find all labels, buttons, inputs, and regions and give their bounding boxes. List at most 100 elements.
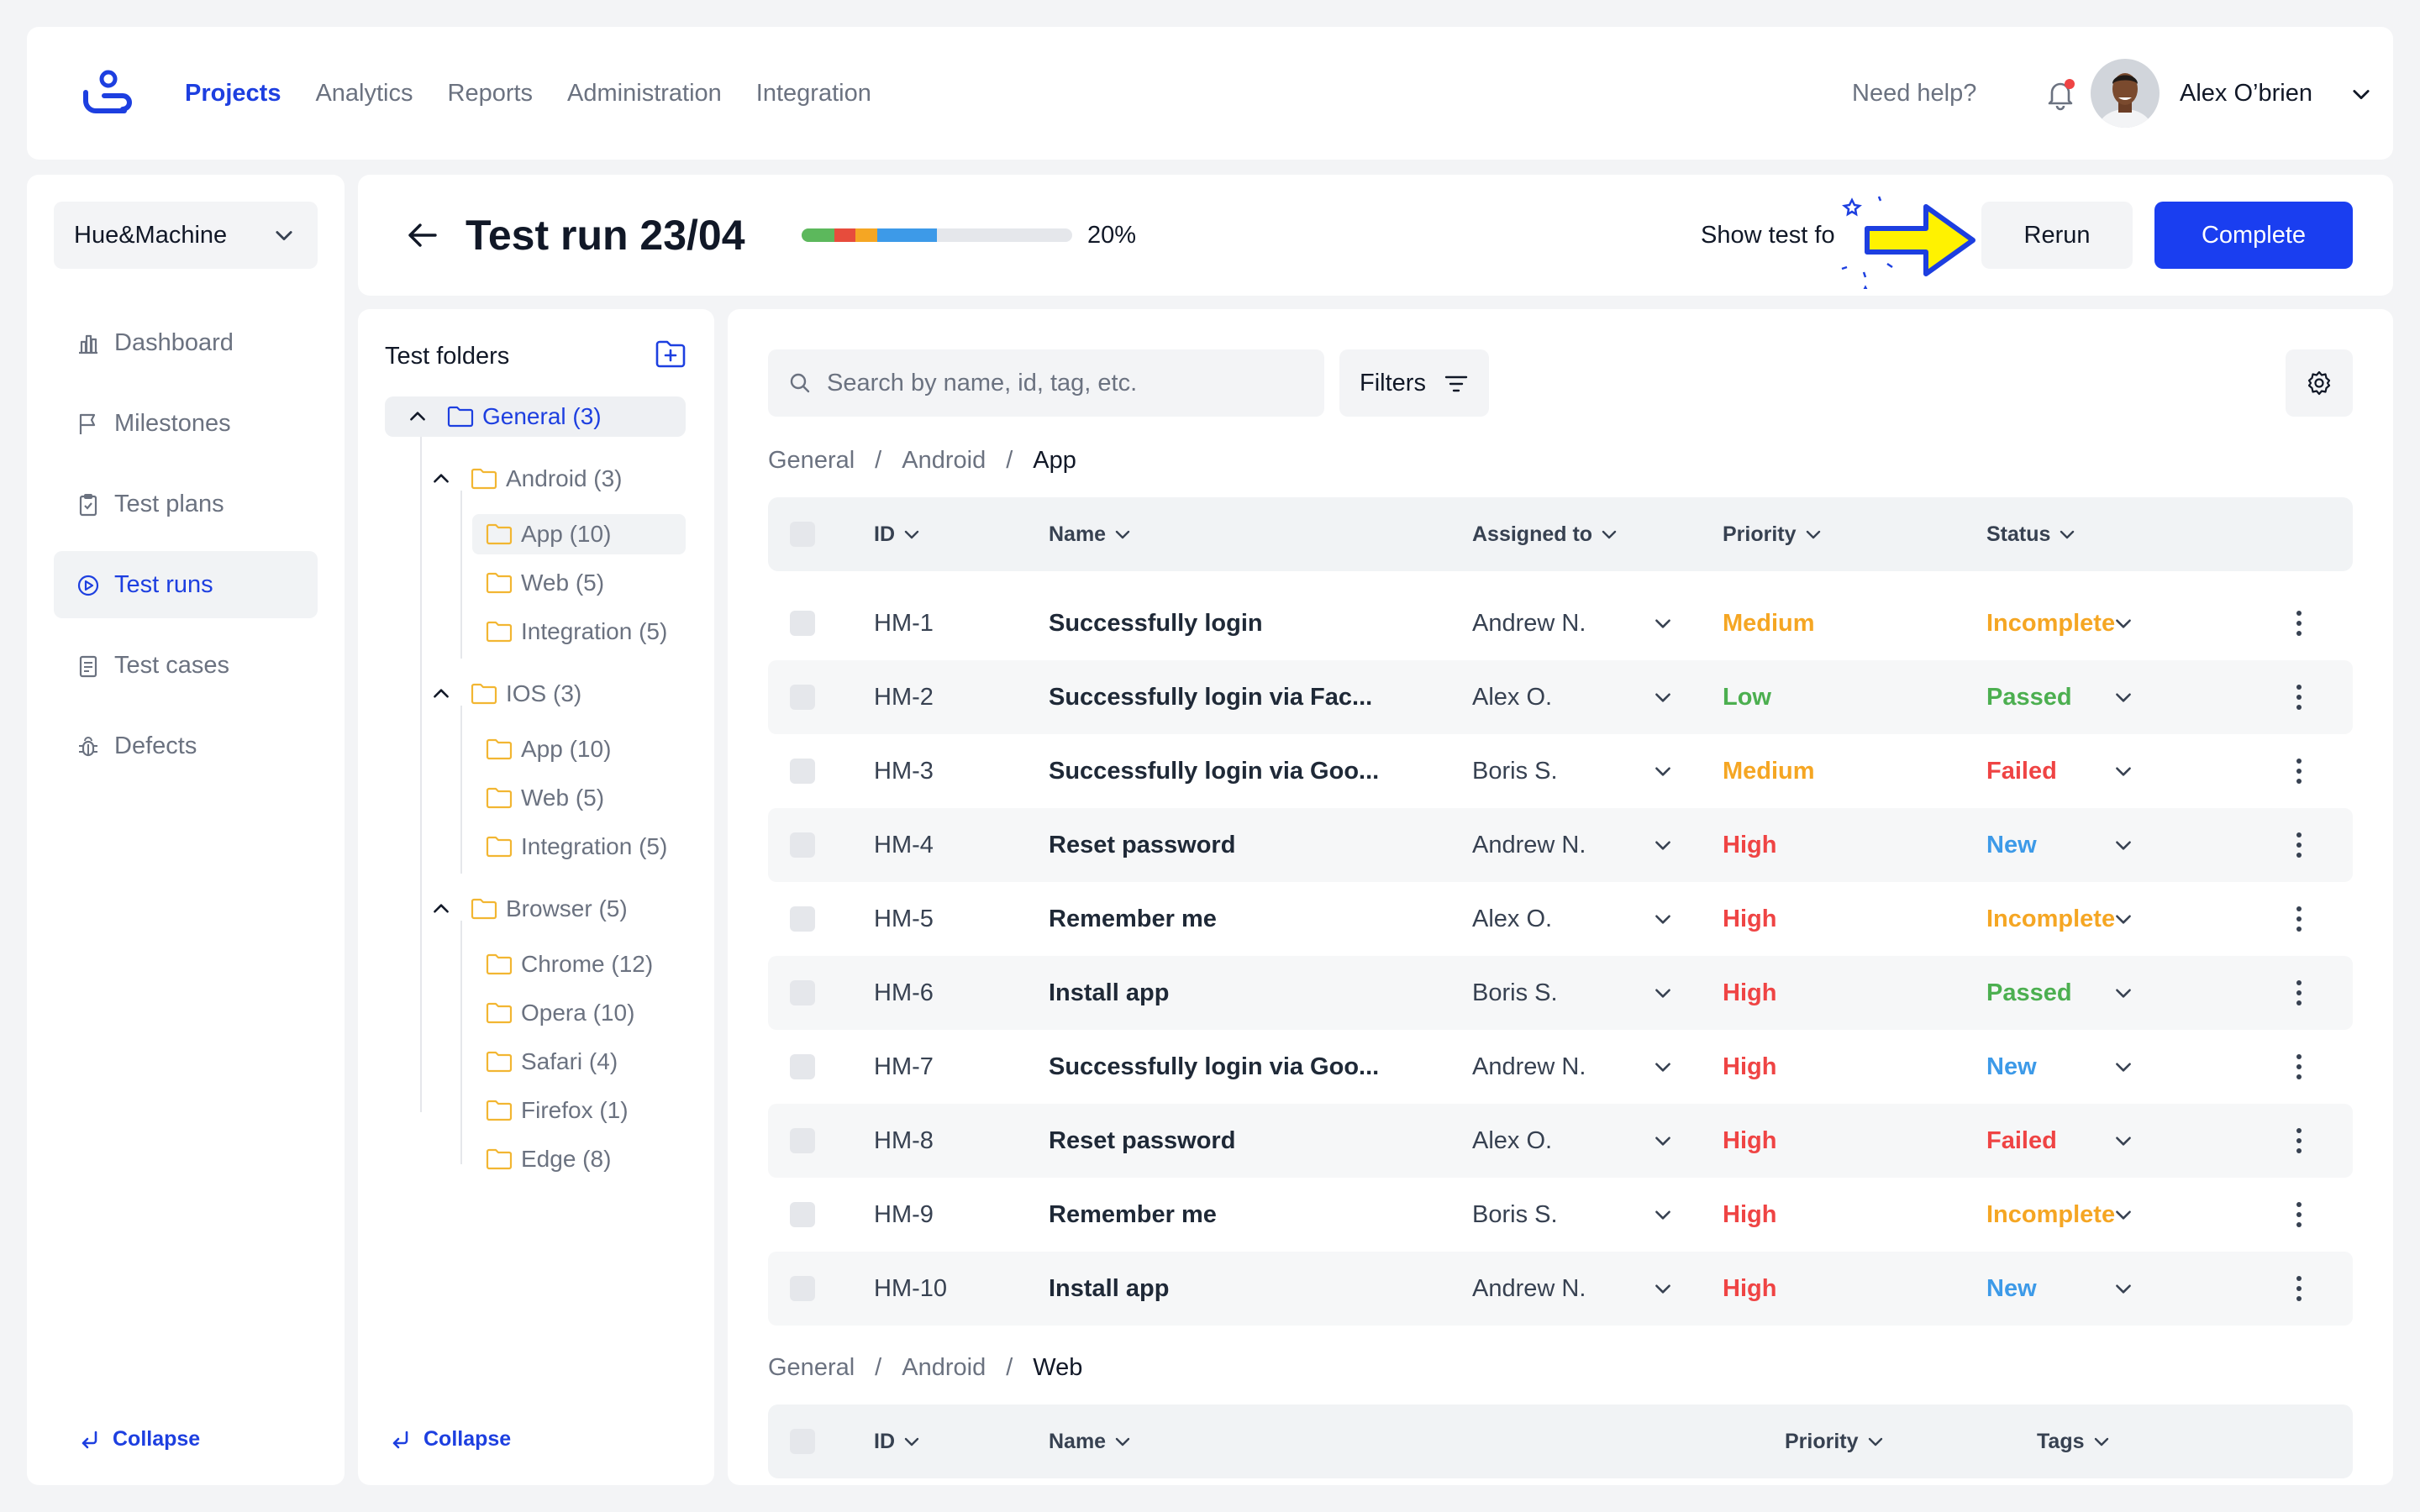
folder-ios-web[interactable]: Web (5) bbox=[486, 778, 604, 818]
more-options-icon[interactable] bbox=[2291, 1198, 2307, 1231]
column-assigned[interactable]: Assigned to bbox=[1472, 497, 1619, 571]
show-test-toggle-label[interactable]: Show test fo bbox=[1701, 221, 1835, 249]
row-assigned[interactable]: Alex O. bbox=[1472, 683, 1553, 711]
table-row[interactable]: HM-5 Remember me Alex O. High Incomplete bbox=[768, 882, 2353, 956]
chevron-down-icon[interactable] bbox=[2112, 612, 2134, 634]
project-select[interactable]: Hue&Machine bbox=[54, 202, 318, 269]
folders-collapse-button[interactable]: Collapse bbox=[388, 1427, 511, 1452]
row-assigned[interactable]: Andrew N. bbox=[1472, 1053, 1586, 1080]
folder-general[interactable]: General (3) bbox=[385, 396, 686, 437]
breadcrumb-android[interactable]: Android bbox=[902, 1354, 986, 1381]
row-checkbox[interactable] bbox=[790, 906, 815, 932]
chevron-up-icon[interactable] bbox=[430, 683, 452, 705]
row-assigned[interactable]: Andrew N. bbox=[1472, 609, 1586, 637]
chevron-down-icon[interactable] bbox=[2349, 82, 2373, 106]
nav-projects[interactable]: Projects bbox=[185, 79, 281, 107]
row-assigned[interactable]: Alex O. bbox=[1472, 905, 1553, 932]
row-name[interactable]: Successfully login via Goo... bbox=[1049, 1053, 1380, 1080]
row-name[interactable]: Successfully login via Fac... bbox=[1049, 683, 1373, 711]
table-row[interactable]: HM-6 Install app Boris S. High Passed bbox=[768, 956, 2353, 1030]
row-assigned[interactable]: Andrew N. bbox=[1472, 1274, 1586, 1302]
select-all-checkbox[interactable] bbox=[790, 522, 815, 547]
column-name[interactable]: Name bbox=[1049, 497, 1133, 571]
filters-button[interactable]: Filters bbox=[1339, 349, 1489, 417]
chevron-down-icon[interactable] bbox=[2112, 908, 2134, 930]
row-status[interactable]: New bbox=[1986, 1274, 2037, 1302]
folder-browser-opera[interactable]: Opera (10) bbox=[486, 993, 634, 1033]
user-name[interactable]: Alex O’brien bbox=[2180, 79, 2312, 107]
back-arrow-icon[interactable] bbox=[405, 220, 439, 250]
column-tags[interactable]: Tags bbox=[2037, 1404, 2112, 1478]
folder-android[interactable]: Android (3) bbox=[425, 459, 623, 499]
nav-analytics[interactable]: Analytics bbox=[315, 79, 413, 107]
chevron-down-icon[interactable] bbox=[1652, 1204, 1674, 1226]
folder-browser-chrome[interactable]: Chrome (12) bbox=[486, 944, 653, 984]
folder-ios-app[interactable]: App (10) bbox=[486, 729, 611, 769]
chevron-down-icon[interactable] bbox=[1652, 908, 1674, 930]
chevron-up-icon[interactable] bbox=[430, 468, 452, 490]
table-row[interactable]: HM-1 Successfully login Andrew N. Medium Inc… bbox=[768, 586, 2353, 660]
breadcrumb-android[interactable]: Android bbox=[902, 447, 986, 474]
row-status[interactable]: Passed bbox=[1986, 683, 2072, 711]
row-status[interactable]: Failed bbox=[1986, 1126, 2057, 1154]
table-row[interactable]: HM-10 Install app Andrew N. High New bbox=[768, 1252, 2353, 1326]
search-input[interactable] bbox=[827, 369, 1297, 397]
folder-browser-firefox[interactable]: Firefox (1) bbox=[486, 1090, 629, 1131]
sidebar-item-milestones[interactable]: Milestones bbox=[54, 390, 318, 457]
bell-icon[interactable] bbox=[2042, 76, 2079, 113]
sidebar-item-test-cases[interactable]: Test cases bbox=[54, 632, 318, 699]
row-assigned[interactable]: Boris S. bbox=[1472, 979, 1558, 1006]
chevron-down-icon[interactable] bbox=[2112, 1130, 2134, 1152]
folder-ios[interactable]: IOS (3) bbox=[425, 674, 581, 714]
sidebar-item-test-runs[interactable]: Test runs bbox=[54, 551, 318, 618]
row-status[interactable]: Passed bbox=[1986, 979, 2072, 1006]
row-checkbox[interactable] bbox=[790, 1054, 815, 1079]
chevron-down-icon[interactable] bbox=[1652, 1056, 1674, 1078]
chevron-down-icon[interactable] bbox=[2112, 982, 2134, 1004]
row-name[interactable]: Successfully login bbox=[1049, 609, 1263, 637]
column-name[interactable]: Name bbox=[1049, 1404, 1133, 1478]
table-row[interactable]: HM-7 Successfully login via Goo... Andrew … bbox=[768, 1030, 2353, 1104]
chevron-down-icon[interactable] bbox=[1652, 834, 1674, 856]
rerun-button[interactable]: Rerun bbox=[1981, 202, 2133, 269]
table-row[interactable]: HM-3 Successfully login via Goo... Boris S… bbox=[768, 734, 2353, 808]
more-options-icon[interactable] bbox=[2291, 680, 2307, 714]
table-row[interactable]: HM-8 Reset password Alex O. High Failed bbox=[768, 1104, 2353, 1178]
row-checkbox[interactable] bbox=[790, 980, 815, 1005]
more-options-icon[interactable] bbox=[2291, 976, 2307, 1010]
folder-android-app[interactable]: App (10) bbox=[472, 514, 686, 554]
more-options-icon[interactable] bbox=[2291, 902, 2307, 936]
nav-administration[interactable]: Administration bbox=[567, 79, 722, 107]
table-row[interactable]: HM-4 Reset password Andrew N. High New bbox=[768, 808, 2353, 882]
more-options-icon[interactable] bbox=[2291, 754, 2307, 788]
select-all-checkbox[interactable] bbox=[790, 1429, 815, 1454]
folder-browser[interactable]: Browser (5) bbox=[425, 889, 628, 929]
complete-button[interactable]: Complete bbox=[2154, 202, 2353, 269]
row-status[interactable]: Failed bbox=[1986, 757, 2057, 785]
row-checkbox[interactable] bbox=[790, 685, 815, 710]
row-name[interactable]: Remember me bbox=[1049, 1200, 1217, 1228]
breadcrumb-general[interactable]: General bbox=[768, 447, 855, 474]
row-status[interactable]: Incomplete bbox=[1986, 905, 2116, 932]
sidebar-collapse-button[interactable]: Collapse bbox=[77, 1427, 200, 1452]
chevron-down-icon[interactable] bbox=[1652, 1278, 1674, 1299]
row-status[interactable]: Incomplete bbox=[1986, 609, 2116, 637]
more-options-icon[interactable] bbox=[2291, 1124, 2307, 1158]
column-priority[interactable]: Priority bbox=[1785, 1404, 1886, 1478]
table-settings-button[interactable] bbox=[2286, 349, 2353, 417]
search-box[interactable] bbox=[768, 349, 1324, 417]
row-status[interactable]: Incomplete bbox=[1986, 1200, 2116, 1228]
table-row[interactable]: HM-2 Successfully login via Fac... Alex O.… bbox=[768, 660, 2353, 734]
folder-android-web[interactable]: Web (5) bbox=[486, 563, 604, 603]
folder-browser-edge[interactable]: Edge (8) bbox=[486, 1139, 611, 1179]
chevron-down-icon[interactable] bbox=[2112, 1056, 2134, 1078]
row-checkbox[interactable] bbox=[790, 1202, 815, 1227]
chevron-down-icon[interactable] bbox=[2112, 1204, 2134, 1226]
chevron-up-icon[interactable] bbox=[430, 898, 452, 920]
row-assigned[interactable]: Boris S. bbox=[1472, 757, 1558, 785]
row-checkbox[interactable] bbox=[790, 611, 815, 636]
breadcrumb-general[interactable]: General bbox=[768, 1354, 855, 1381]
more-options-icon[interactable] bbox=[2291, 1272, 2307, 1305]
column-status[interactable]: Status bbox=[1986, 497, 2077, 571]
column-id[interactable]: ID bbox=[874, 497, 922, 571]
